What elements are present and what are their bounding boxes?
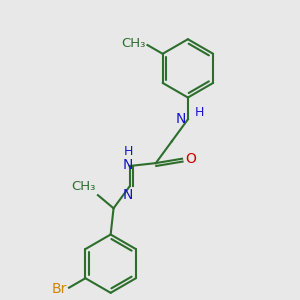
Text: Br: Br <box>51 282 67 296</box>
Text: O: O <box>186 152 196 166</box>
Text: N: N <box>123 188 133 202</box>
Text: CH₃: CH₃ <box>71 180 96 193</box>
Text: H: H <box>124 145 133 158</box>
Text: N: N <box>176 112 186 126</box>
Text: N: N <box>123 158 133 172</box>
Text: CH₃: CH₃ <box>121 37 146 50</box>
Text: H: H <box>194 106 204 118</box>
